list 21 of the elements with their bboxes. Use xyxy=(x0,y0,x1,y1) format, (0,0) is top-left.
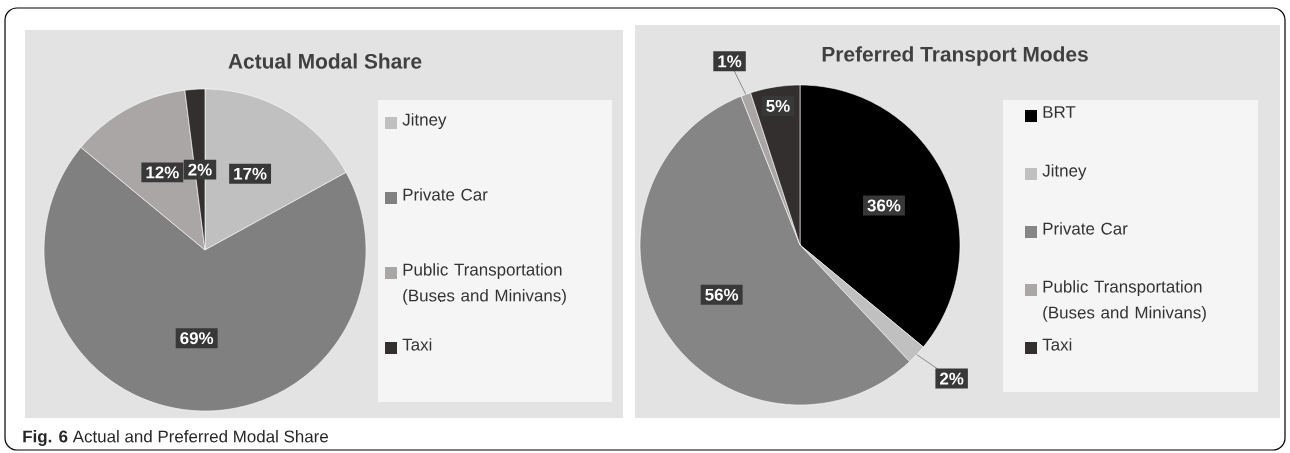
legend-label: Jitney xyxy=(402,113,447,129)
legend-label: Taxi xyxy=(1042,338,1072,351)
data-label: 17% xyxy=(234,167,267,180)
data-label: 5% xyxy=(766,99,790,112)
chart-title: Actual Modal Share xyxy=(228,53,422,69)
chart-title: Preferred Transport Modes xyxy=(822,46,1088,66)
data-label: 2% xyxy=(188,163,212,176)
legend-label: Public Transportation (Buses and Minivans) xyxy=(1043,280,1206,322)
legend-label: Jitney xyxy=(1042,164,1087,180)
legend-label: Private Car xyxy=(403,188,488,201)
data-label: 1% xyxy=(718,55,742,68)
legend-label: BRT xyxy=(1043,106,1076,118)
legend-label: Taxi xyxy=(402,338,432,351)
legend-label: Public Transportation (Buses and Minivans) xyxy=(403,263,566,305)
data-label: 36% xyxy=(867,199,901,212)
legend-label: Private Car xyxy=(1043,222,1128,235)
data-label: 69% xyxy=(180,332,214,345)
data-label: 2% xyxy=(940,372,964,385)
data-label: 56% xyxy=(705,288,739,301)
data-label: 12% xyxy=(146,166,179,179)
text: Fig. 6 Actual and Preferred Modal Share xyxy=(23,430,328,446)
